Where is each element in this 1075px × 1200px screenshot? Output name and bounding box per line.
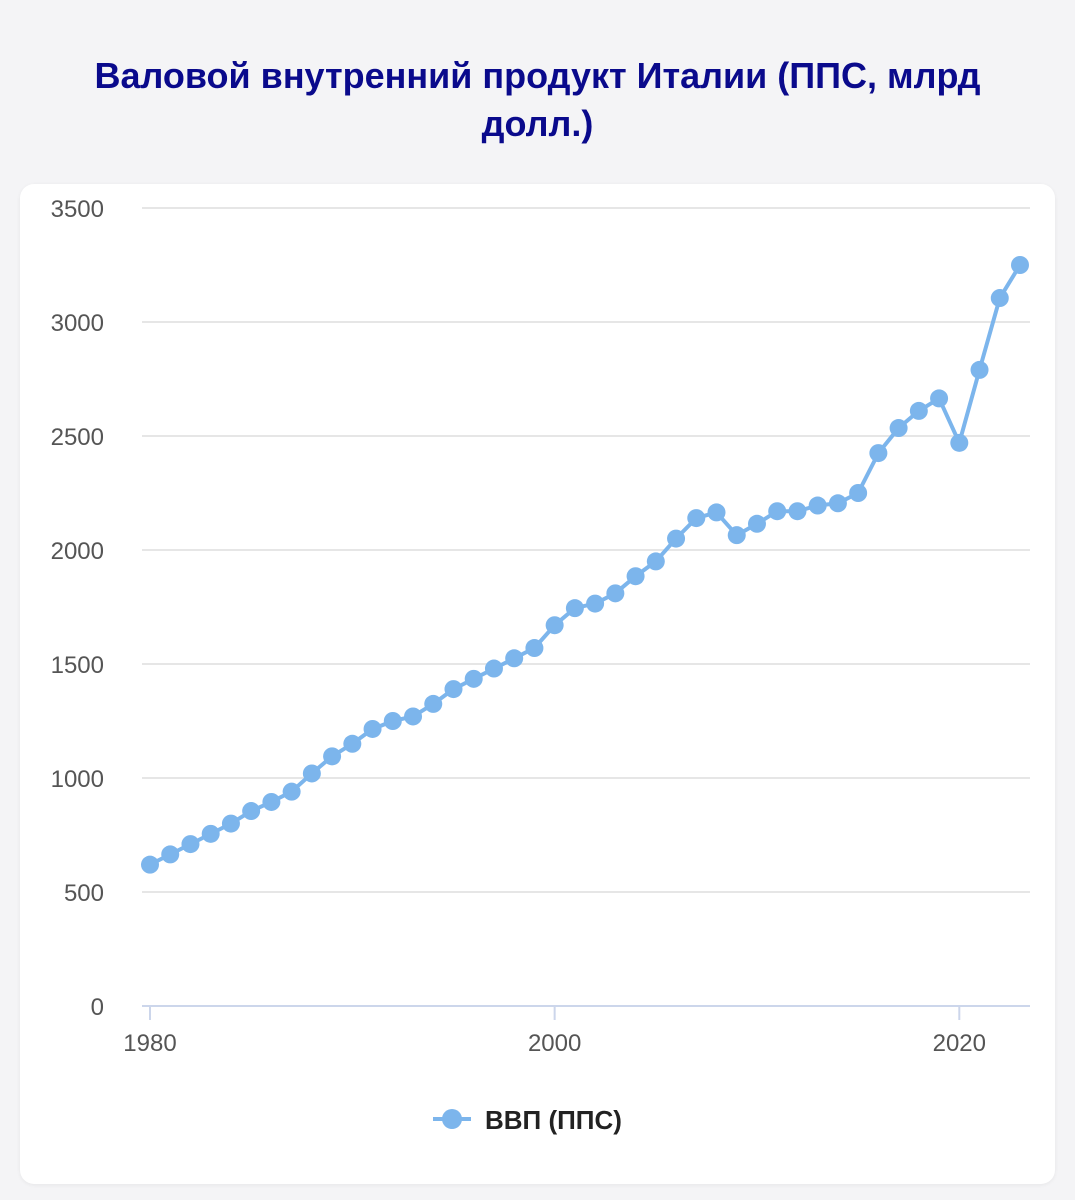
data-point[interactable] [869, 444, 888, 463]
data-point[interactable] [181, 835, 200, 854]
data-point[interactable] [747, 514, 766, 533]
y-tick-label: 2000 [51, 538, 104, 565]
data-point[interactable] [707, 503, 726, 522]
data-point[interactable] [525, 639, 544, 658]
data-point[interactable] [788, 502, 807, 521]
y-tick-label: 3500 [51, 196, 104, 223]
x-tick-label: 1980 [123, 1030, 176, 1057]
data-point[interactable] [646, 552, 665, 571]
chart-title: Валовой внутренний продукт Италии (ППС, … [0, 52, 1075, 148]
x-tick-label: 2020 [933, 1030, 986, 1057]
data-point[interactable] [444, 680, 463, 699]
data-point[interactable] [484, 659, 503, 678]
data-point[interactable] [606, 584, 625, 603]
legend[interactable]: ВВП (ППС) [433, 1105, 622, 1135]
y-tick-label: 0 [91, 994, 104, 1021]
series-gdp-ppp[interactable] [141, 256, 1029, 874]
series-line [148, 263, 1022, 867]
data-point[interactable] [161, 845, 180, 864]
data-point[interactable] [424, 694, 443, 713]
x-axis-labels: 1980 2000 2020 [123, 1030, 986, 1057]
legend-label[interactable]: ВВП (ППС) [485, 1105, 622, 1135]
y-tick-label: 1000 [51, 766, 104, 793]
chart-card: 0 500 1000 1500 2000 2500 3000 3500 1980 2000 202… [20, 184, 1055, 1184]
y-tick-label: 1500 [51, 652, 104, 679]
chart-title-line2: долл.) [481, 103, 594, 144]
y-tick-label: 3000 [51, 310, 104, 337]
x-tick-label: 2000 [528, 1030, 581, 1057]
data-point[interactable] [242, 802, 261, 821]
data-point[interactable] [282, 782, 301, 801]
data-point[interactable] [323, 747, 342, 766]
data-point[interactable] [586, 594, 605, 613]
data-point[interactable] [889, 419, 908, 438]
data-point[interactable] [990, 289, 1009, 308]
data-point[interactable] [565, 599, 584, 618]
data-point[interactable] [687, 509, 706, 528]
data-point[interactable] [505, 649, 524, 668]
data-point[interactable] [404, 707, 423, 726]
line-chart: 0 500 1000 1500 2000 2500 3000 3500 1980 2000 202… [51, 196, 1030, 1135]
data-point[interactable] [667, 529, 686, 548]
data-point[interactable] [930, 389, 949, 408]
data-point[interactable] [727, 526, 746, 545]
y-axis-labels: 0 500 1000 1500 2000 2500 3000 3500 [51, 196, 104, 1021]
data-point[interactable] [141, 855, 159, 874]
x-axis [142, 1005, 1030, 1020]
data-point[interactable] [363, 719, 382, 738]
data-point[interactable] [302, 764, 321, 783]
data-point[interactable] [849, 484, 868, 502]
legend-marker-icon [442, 1109, 462, 1129]
data-point[interactable] [909, 401, 928, 420]
chart-title-line1: Валовой внутренний продукт Италии (ППС, … [94, 55, 981, 96]
data-point[interactable] [950, 433, 969, 452]
data-point[interactable] [1011, 256, 1029, 274]
y-tick-label: 2500 [51, 424, 104, 451]
y-tick-label: 500 [64, 880, 104, 907]
grid-lines [142, 207, 1030, 893]
data-point[interactable] [201, 824, 220, 843]
data-point[interactable] [221, 814, 240, 833]
data-point[interactable] [545, 616, 564, 635]
data-point[interactable] [626, 567, 645, 586]
data-point[interactable] [262, 792, 281, 811]
data-point[interactable] [464, 669, 483, 688]
data-point[interactable] [970, 360, 989, 379]
data-point[interactable] [768, 502, 787, 521]
data-point[interactable] [808, 496, 827, 515]
data-point[interactable] [828, 494, 847, 513]
data-point[interactable] [343, 734, 362, 753]
data-point[interactable] [383, 712, 402, 730]
